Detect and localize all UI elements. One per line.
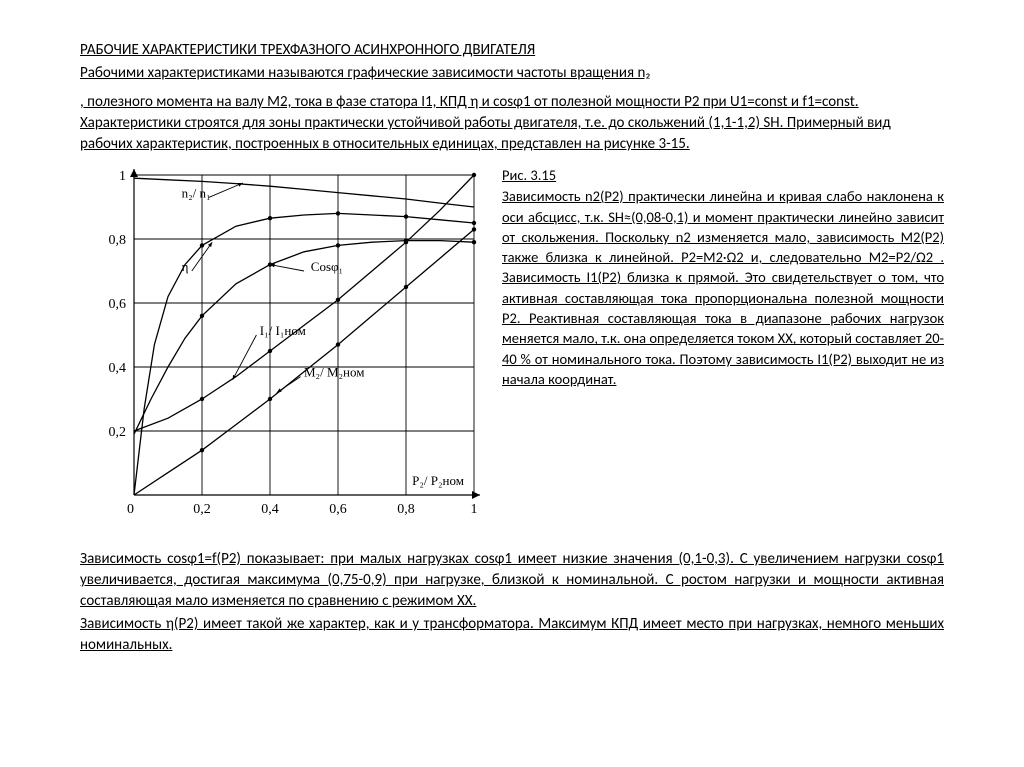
- svg-text:0,8: 0,8: [397, 502, 415, 517]
- svg-text:0,2: 0,2: [193, 502, 211, 517]
- svg-text:I₁/ I₁ном: I₁/ I₁ном: [260, 323, 306, 338]
- svg-text:0,2: 0,2: [109, 425, 127, 440]
- svg-text:0,6: 0,6: [109, 297, 127, 312]
- footer-para-1: Зависимость cosφ1=f(P2) показывает: при …: [80, 549, 944, 612]
- chart-container: 0 0,2 0,4 0,6 0,8 1 0,2 0,4 0,6 0,8 1 P₂/ P₂ном n₂/ …: [80, 165, 490, 535]
- svg-text:0,4: 0,4: [261, 502, 279, 517]
- svg-text:0,8: 0,8: [109, 233, 127, 248]
- right-text-column: Рис. 3.15 Зависимость n2(P2) практически…: [502, 165, 944, 389]
- svg-text:M₂/ M₂ном: M₂/ M₂ном: [304, 365, 364, 380]
- footer-para-2: Зависимость η(P2) имеет такой же характе…: [80, 614, 944, 656]
- svg-text:1: 1: [119, 169, 126, 184]
- doc-subtitle: Рабочими характеристиками называются гра…: [80, 63, 944, 84]
- right-description: Зависимость n2(P2) практически линейна и…: [502, 186, 944, 389]
- doc-intro: , полезного момента на валу М2, тока в ф…: [80, 92, 944, 155]
- doc-title: РАБОЧИЕ ХАРАКТЕРИСТИКИ ТРЕХФАЗНОГО АСИНХ…: [80, 40, 944, 61]
- svg-text:n₂/ n₁: n₂/ n₁: [182, 185, 211, 200]
- content-row: 0 0,2 0,4 0,6 0,8 1 0,2 0,4 0,6 0,8 1 P₂/ P₂ном n₂/ …: [80, 165, 944, 535]
- svg-text:1: 1: [471, 502, 478, 517]
- svg-text:η: η: [182, 259, 189, 274]
- svg-text:0: 0: [127, 502, 134, 517]
- svg-text:0,4: 0,4: [109, 361, 127, 376]
- svg-text:Cosφ₁: Cosφ₁: [311, 259, 343, 274]
- svg-text:0,6: 0,6: [329, 502, 347, 517]
- figure-caption: Рис. 3.15: [502, 165, 944, 185]
- characteristics-chart: 0 0,2 0,4 0,6 0,8 1 0,2 0,4 0,6 0,8 1 P₂/ P₂ном n₂/ …: [80, 165, 490, 535]
- svg-text:P₂/ P₂ном: P₂/ P₂ном: [412, 473, 464, 488]
